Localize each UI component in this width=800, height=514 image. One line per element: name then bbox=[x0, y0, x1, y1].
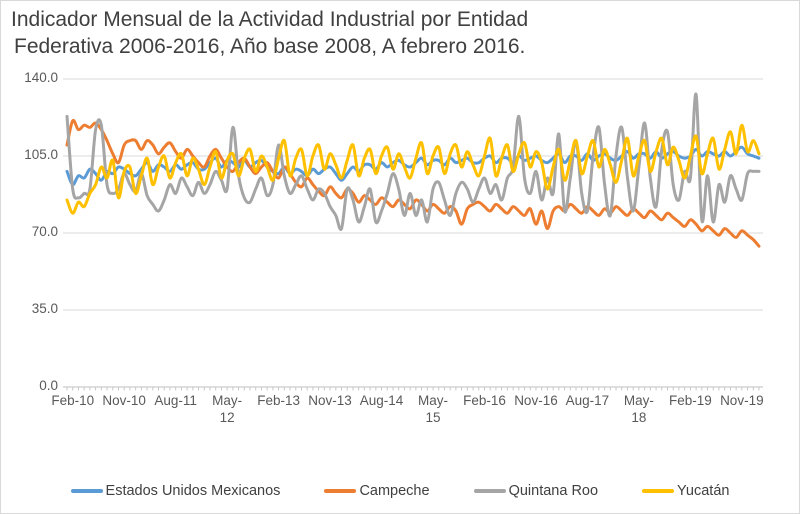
chart-title-line1: Indicador Mensual de la Actividad Indust… bbox=[11, 8, 529, 31]
x-tick-label: Feb-13 bbox=[257, 393, 300, 408]
legend-label: Yucatán bbox=[677, 483, 730, 499]
legend-line-marker bbox=[70, 489, 103, 493]
legend-label: Quintana Roo bbox=[508, 483, 599, 499]
x-tick-label: Feb-10 bbox=[51, 393, 95, 408]
series-line-quintana-roo bbox=[65, 92, 761, 231]
x-tick-label: Aug-17 bbox=[565, 393, 610, 408]
x-tick-label: Feb-19 bbox=[668, 393, 712, 408]
legend-item-estados-unidos-mexicanos: Estados Unidos Mexicanos bbox=[70, 483, 281, 499]
x-tick-label: Nov-19 bbox=[720, 393, 764, 408]
x-tick-label: May- 15 bbox=[418, 393, 449, 425]
x-tick-label: Feb-16 bbox=[463, 393, 506, 408]
x-tick-label: Nov-10 bbox=[102, 393, 146, 408]
legend-item-quintana-roo: Quintana Roo bbox=[473, 483, 599, 499]
x-tick-label: Nov-13 bbox=[308, 393, 352, 408]
y-tick-label: 0.0 bbox=[39, 378, 58, 393]
x-tick-label: May- 12 bbox=[212, 393, 243, 425]
x-tick-label: May- 18 bbox=[623, 393, 654, 425]
legend-item-campeche: Campeche bbox=[324, 483, 430, 499]
x-tick-label: Nov-16 bbox=[514, 393, 558, 408]
y-tick-label: 140.0 bbox=[24, 70, 58, 85]
x-tick-label: Aug-11 bbox=[154, 393, 197, 408]
y-tick-label: 35.0 bbox=[31, 301, 58, 316]
y-tick-label: 70.0 bbox=[31, 224, 58, 239]
y-tick-label: 105.0 bbox=[24, 147, 58, 162]
legend: Estados Unidos Mexicanos Campeche Quintana… bbox=[1, 480, 799, 502]
legend-line-marker bbox=[473, 489, 506, 493]
legend-line-marker bbox=[642, 489, 675, 493]
series-line-yucatán bbox=[65, 123, 761, 215]
chart-title-line2: Federativa 2006-2016, Año base 2008, A f… bbox=[14, 35, 526, 58]
legend-label: Estados Unidos Mexicanos bbox=[105, 483, 281, 499]
legend-item-yucatán: Yucatán bbox=[642, 483, 729, 499]
legend-label: Campeche bbox=[359, 483, 430, 499]
x-tick-label: Aug-14 bbox=[359, 393, 404, 408]
legend-line-marker bbox=[324, 489, 357, 493]
chart-title: Indicador Mensual de la Actividad Indust… bbox=[11, 6, 711, 60]
